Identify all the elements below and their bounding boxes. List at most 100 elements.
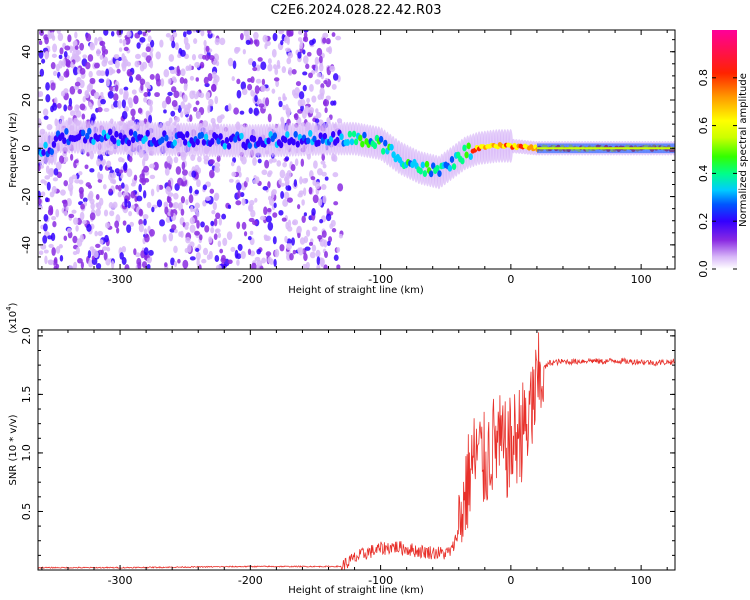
heatmap-noise-cell bbox=[333, 100, 337, 106]
heatmap-noise-cell bbox=[155, 51, 161, 60]
heatmap-noise-cell bbox=[164, 161, 169, 169]
heatmap-noise-cell bbox=[303, 55, 309, 65]
heatmap-noise-cell bbox=[247, 248, 252, 256]
heatmap-noise-cell bbox=[245, 39, 251, 45]
heatmap-ridge-cell bbox=[112, 137, 117, 145]
heatmap-noise-cell bbox=[135, 74, 142, 81]
heatmap-noise-cell bbox=[267, 256, 272, 264]
heatmap-noise-cell bbox=[131, 204, 136, 210]
heatmap-noise-cell bbox=[306, 51, 312, 57]
heatmap-noise-cell bbox=[79, 234, 84, 243]
heatmap-noise-cell bbox=[127, 200, 132, 209]
heatmap-noise-cell bbox=[282, 162, 287, 168]
heatmap-noise-cell bbox=[205, 91, 211, 101]
heatmap-noise-cell bbox=[109, 210, 115, 217]
heatmap-noise-cell bbox=[214, 95, 219, 105]
heatmap-noise-cell bbox=[134, 60, 140, 68]
heatmap-ridge-cell bbox=[203, 133, 209, 141]
heatmap-noise-cell bbox=[130, 190, 136, 199]
heatmap-noise-cell bbox=[82, 96, 86, 103]
heatmap-noise-cell bbox=[236, 89, 242, 99]
heatmap-noise-cell bbox=[231, 171, 237, 177]
heatmap-noise-cell bbox=[182, 169, 188, 176]
colorbar-tick-label: 0.0 bbox=[697, 260, 710, 278]
heatmap-noise-cell bbox=[130, 108, 136, 117]
heatmap-noise-cell bbox=[156, 199, 163, 208]
heatmap-noise-cell bbox=[79, 190, 84, 200]
heatmap-noise-cell bbox=[95, 243, 101, 248]
heatmap-noise-cell bbox=[276, 160, 282, 167]
heatmap-noise-cell bbox=[303, 253, 308, 262]
heatmap-noise-cell bbox=[319, 257, 325, 267]
heatmap-noise-cell bbox=[273, 202, 277, 209]
bottom-y-tick-label: 2.0 bbox=[20, 327, 33, 345]
heatmap-noise-cell bbox=[284, 156, 290, 162]
heatmap-noise-cell bbox=[308, 72, 313, 79]
heatmap-noise-cell bbox=[93, 250, 99, 259]
heatmap-ridge-cell bbox=[468, 153, 473, 161]
heatmap-noise-cell bbox=[263, 206, 268, 216]
heatmap-noise-cell bbox=[128, 210, 133, 217]
heatmap-noise-cell bbox=[128, 155, 133, 163]
heatmap-noise-cell bbox=[309, 84, 314, 92]
heatmap-noise-cell bbox=[67, 34, 72, 43]
heatmap-noise-cell bbox=[170, 209, 174, 218]
heatmap-noise-cell bbox=[168, 117, 173, 124]
heatmap-noise-cell bbox=[201, 258, 207, 264]
heatmap-noise-cell bbox=[38, 91, 41, 97]
heatmap-noise-cell bbox=[302, 84, 307, 92]
heatmap-noise-cell bbox=[101, 158, 106, 166]
heatmap-noise-cell bbox=[180, 68, 186, 77]
heatmap-noise-cell bbox=[38, 190, 41, 200]
heatmap-noise-cell bbox=[173, 260, 178, 268]
heatmap-noise-cell bbox=[170, 86, 177, 93]
top-x-tick-label: 100 bbox=[631, 273, 652, 286]
heatmap-noise-cell bbox=[99, 40, 106, 46]
heatmap-noise-cell bbox=[58, 244, 63, 249]
heatmap-noise-cell bbox=[217, 240, 222, 248]
heatmap-noise-cell bbox=[75, 104, 80, 110]
heatmap-noise-cell bbox=[329, 65, 336, 72]
heatmap-noise-cell bbox=[59, 254, 64, 262]
heatmap-noise-cell bbox=[44, 175, 51, 180]
heatmap-noise-cell bbox=[118, 88, 124, 95]
heatmap-noise-cell bbox=[257, 65, 261, 70]
heatmap-ridge-cell bbox=[362, 131, 367, 139]
heatmap-noise-cell bbox=[51, 216, 57, 221]
heatmap-noise-cell bbox=[194, 202, 200, 209]
heatmap-noise-cell bbox=[318, 63, 324, 72]
heatmap-noise-cell bbox=[291, 69, 297, 75]
heatmap-noise-cell bbox=[47, 208, 53, 216]
heatmap-noise-cell bbox=[90, 202, 95, 210]
heatmap-noise-cell bbox=[173, 90, 180, 99]
heatmap-ridge-cell bbox=[80, 129, 86, 137]
heatmap-noise-cell bbox=[300, 158, 305, 167]
heatmap-noise-cell bbox=[149, 73, 155, 80]
heatmap-noise-cell bbox=[121, 111, 128, 120]
heatmap-noise-cell bbox=[331, 228, 337, 233]
heatmap-noise-cell bbox=[315, 108, 319, 114]
heatmap-noise-cell bbox=[78, 179, 84, 185]
heatmap-noise-cell bbox=[147, 99, 154, 107]
heatmap-noise-cell bbox=[174, 116, 180, 123]
heatmap-ridge-cell bbox=[424, 160, 430, 168]
heatmap-noise-cell bbox=[84, 164, 89, 170]
heatmap-noise-cell bbox=[241, 198, 246, 206]
heatmap-ridge-cell bbox=[378, 135, 384, 143]
heatmap-noise-cell bbox=[39, 68, 45, 77]
heatmap-noise-cell bbox=[182, 175, 187, 182]
heatmap-noise-cell bbox=[151, 206, 155, 213]
heatmap-noise-cell bbox=[87, 250, 92, 259]
heatmap-noise-cell bbox=[253, 107, 260, 116]
heatmap-ridge-cell bbox=[418, 167, 423, 175]
heatmap-noise-cell bbox=[38, 250, 44, 256]
heatmap-noise-cell bbox=[187, 243, 192, 253]
heatmap-noise-cell bbox=[89, 198, 95, 205]
heatmap-noise-cell bbox=[267, 113, 272, 123]
heatmap-noise-cell bbox=[228, 178, 234, 183]
heatmap-noise-cell bbox=[210, 117, 216, 124]
heatmap-noise-cell bbox=[101, 44, 106, 53]
heatmap-ridge-cell bbox=[372, 142, 378, 150]
heatmap-ridge-cell bbox=[464, 151, 469, 159]
